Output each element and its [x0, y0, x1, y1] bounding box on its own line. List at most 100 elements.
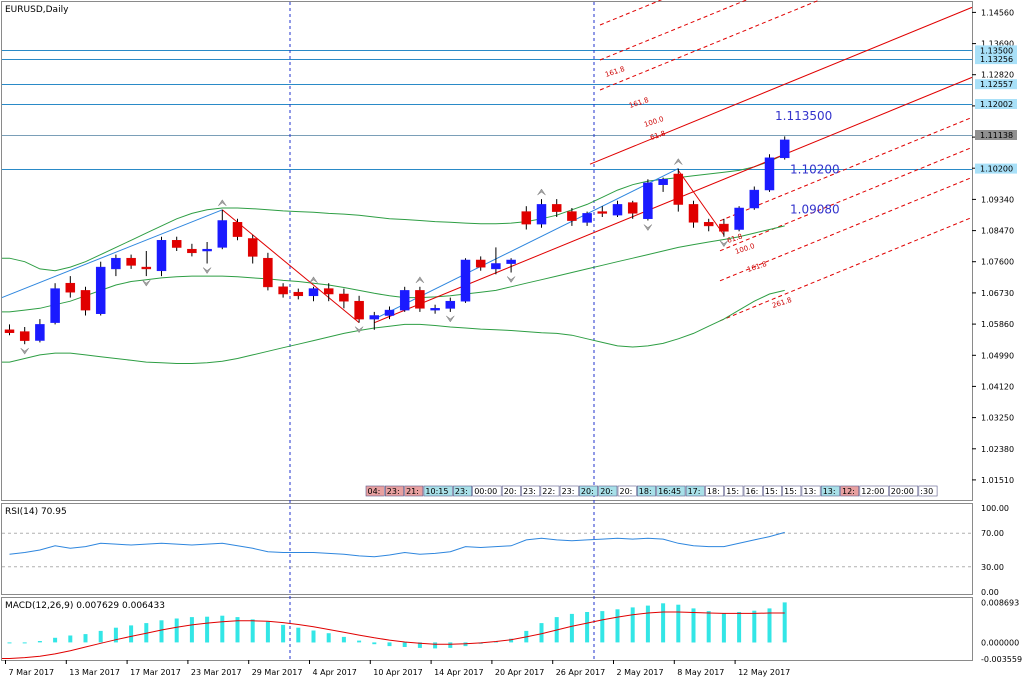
candle-29 — [445, 297, 456, 312]
price-tick-9: 1.06730 — [981, 289, 1014, 298]
macd-bar-41 — [630, 607, 635, 643]
macd-bar-3 — [53, 637, 58, 643]
macd-tick-1: 0.000000 — [981, 638, 1019, 647]
price-tick-7: 1.08470 — [981, 227, 1014, 236]
candle-20 — [308, 286, 319, 302]
macd-bar-38 — [585, 612, 590, 643]
rsi-indicator: 100.00 70.00 30.00 0.00 — [2, 504, 1009, 597]
candle-16 — [247, 234, 258, 264]
fib-lower-1 — [719, 146, 973, 252]
time-cell-text-19: 15: — [765, 487, 778, 496]
macd-bar-49 — [752, 610, 757, 643]
candle-33 — [506, 258, 516, 273]
time-cell-13 — [636, 485, 656, 497]
macd-bar-21 — [326, 633, 331, 643]
date-tick-10: 2 May 2017 — [617, 668, 664, 677]
macd-bar-44 — [676, 604, 681, 643]
fib-lower-0 — [719, 116, 973, 222]
price-tick-11: 1.04990 — [981, 351, 1014, 360]
price-tick-15: 1.01510 — [981, 476, 1014, 485]
candle-50 — [764, 154, 775, 192]
candle-49 — [749, 186, 760, 210]
fib-lower-3 — [719, 216, 973, 322]
macd-bar-35 — [539, 623, 544, 643]
date-tick-8: 20 Apr 2017 — [495, 668, 544, 677]
level-tag-text-0: 1.13256 — [980, 55, 1013, 64]
date-tick-4: 29 Mar 2017 — [252, 668, 303, 677]
time-cell-17 — [724, 485, 744, 497]
price-tick-6: 1.09340 — [981, 195, 1014, 204]
fib-lower-2 — [719, 176, 973, 282]
candle-35 — [536, 199, 547, 228]
macd-bar-4 — [68, 635, 73, 643]
candle-46 — [703, 218, 714, 232]
candle-6 — [95, 261, 106, 316]
time-cell-2 — [404, 485, 424, 497]
fractal-up-3 — [537, 188, 546, 196]
rsi-panel — [1, 503, 973, 595]
macd-bar-19 — [296, 627, 301, 643]
time-cell-25 — [888, 485, 919, 497]
macd-bar-48 — [737, 612, 742, 643]
date-tick-1: 13 Mar 2017 — [69, 668, 120, 677]
fractal-down-2 — [202, 267, 212, 274]
candle-22 — [339, 288, 349, 309]
candle-12 — [187, 243, 197, 257]
time-cell-text-22: 13: — [823, 487, 836, 496]
time-cell-0 — [365, 485, 385, 497]
date-tick-2: 17 Mar 2017 — [130, 668, 181, 677]
candle-21 — [323, 283, 334, 302]
time-cell-text-24: 12:00 — [861, 487, 884, 496]
price-tick-12: 1.04120 — [981, 382, 1014, 391]
time-cell-24 — [859, 485, 889, 497]
bollinger-lower — [2, 289, 785, 364]
macd-bar-45 — [691, 608, 696, 643]
time-cell-9 — [559, 485, 579, 497]
candle-8 — [126, 254, 136, 269]
price-annotations: 1.113500 1.10200 1.09080 — [775, 109, 840, 217]
level-tag-2 — [975, 99, 1017, 109]
candle-15 — [232, 218, 243, 241]
macd-bar-28 — [433, 642, 438, 649]
time-cell-5 — [472, 485, 502, 497]
time-cell-20 — [782, 485, 802, 497]
macd-bar-11 — [174, 618, 179, 643]
main-panel — [1, 1, 973, 501]
time-cell-text-15: 17: — [688, 487, 701, 496]
fractal-markers — [20, 158, 729, 355]
time-cell-12 — [617, 485, 637, 497]
candle-44 — [673, 168, 684, 212]
candle-7 — [111, 254, 121, 277]
macd-tick-0: 0.008693 — [981, 598, 1019, 607]
candle-47 — [719, 218, 729, 237]
price-tick-2: 1.12820 — [981, 71, 1014, 80]
macd-bar-27 — [417, 642, 422, 648]
time-cell-14 — [656, 485, 686, 497]
macd-bar-13 — [205, 616, 210, 643]
macd-bar-16 — [250, 619, 255, 643]
macd-bar-17 — [265, 621, 270, 643]
candle-45 — [688, 200, 699, 228]
candle-4 — [65, 276, 76, 298]
candle-32 — [491, 247, 501, 275]
time-cell-text-21: 13: — [803, 487, 816, 496]
time-cell-6 — [501, 485, 521, 497]
candle-31 — [475, 256, 486, 271]
time-cell-text-7: 23: — [523, 487, 536, 496]
macd-indicator: 0.008693 0.000000 -0.003559 — [2, 598, 1022, 664]
horizontal-levels — [2, 50, 972, 170]
level-tag-text-5: 1.10200 — [980, 165, 1013, 174]
time-cell-text-13: 18: — [639, 487, 652, 496]
date-tick-0: 7 Mar 2017 — [9, 668, 55, 677]
time-cell-text-10: 20: — [581, 487, 594, 496]
candle-25 — [384, 306, 395, 320]
macd-bar-14 — [220, 615, 225, 643]
blue-trend-1 — [1, 209, 223, 299]
level-tag-text-3: 1.13500 — [980, 46, 1013, 55]
candle-48 — [734, 206, 744, 232]
price-annotation-1: 1.10200 — [790, 163, 840, 177]
time-cell-text-12: 20: — [620, 487, 633, 496]
candle-0 — [4, 324, 15, 336]
rsi-tick-2: 30.00 — [981, 563, 1004, 572]
level-tag-4 — [975, 130, 1017, 140]
